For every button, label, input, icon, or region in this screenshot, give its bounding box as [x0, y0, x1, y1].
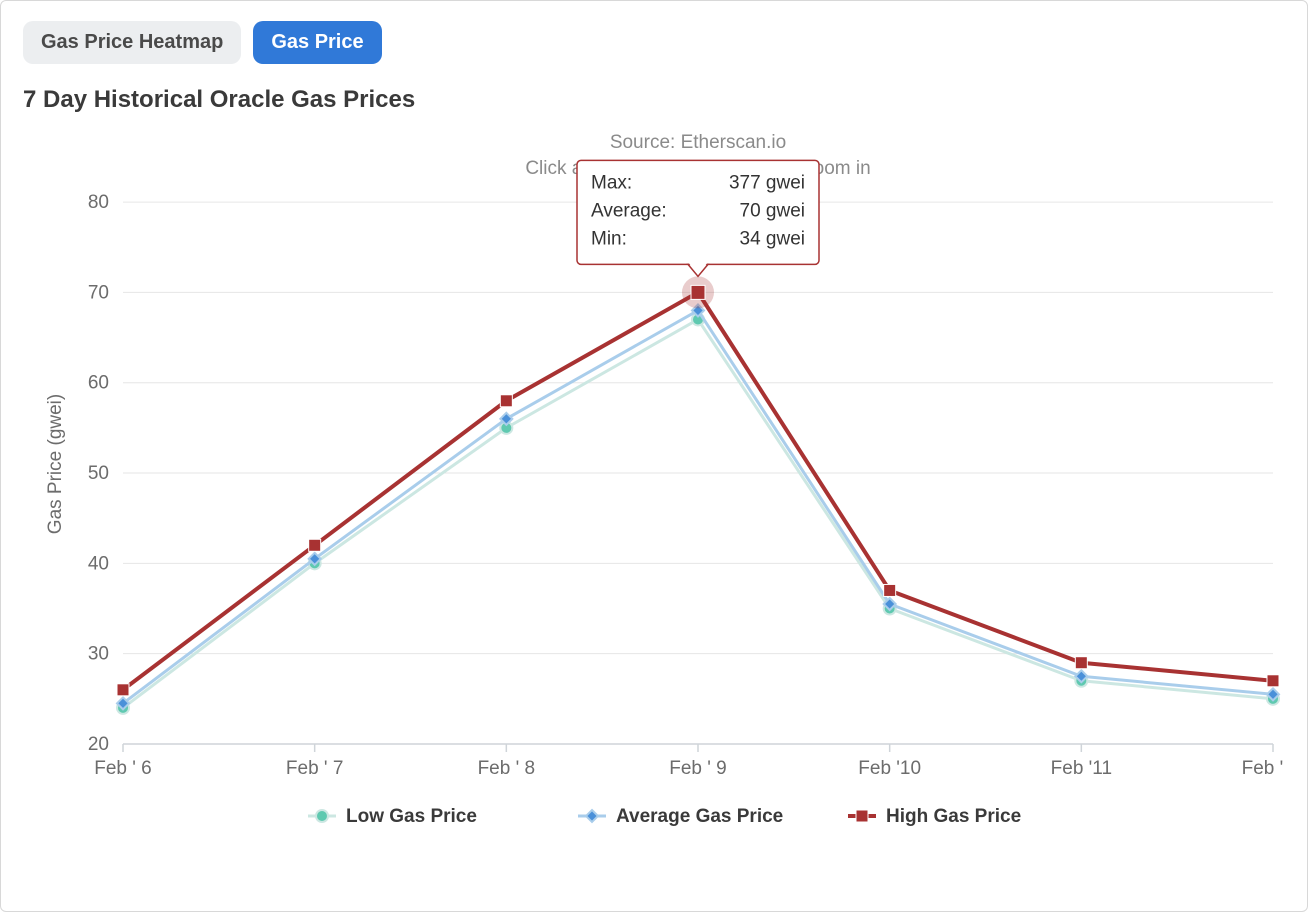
panel: Gas Price Heatmap Gas Price 7 Day Histor…	[0, 0, 1308, 912]
series-line-low	[123, 319, 1273, 707]
y-tick-label: 80	[88, 192, 109, 213]
x-tick-label: Feb ' 9	[669, 758, 727, 779]
y-tick-label: 50	[88, 463, 109, 484]
chart-area[interactable]: Source: Etherscan.ioClick and drag in th…	[23, 124, 1285, 844]
tooltip-row-label: Average:	[591, 200, 667, 221]
tab-gas-price[interactable]: Gas Price	[253, 21, 381, 64]
marker-high[interactable]	[309, 539, 321, 551]
marker-high[interactable]	[884, 584, 896, 596]
tab-gas-price-heatmap[interactable]: Gas Price Heatmap	[23, 21, 241, 64]
tooltip-row-value: 70 gwei	[740, 200, 806, 221]
marker-high[interactable]	[117, 684, 129, 696]
tooltip: Max: 377 gwei Average: 70 gwei Min: 34 gwei	[577, 160, 819, 276]
marker-high[interactable]	[500, 395, 512, 407]
legend-label[interactable]: High Gas Price	[886, 806, 1021, 827]
tooltip-row-value: 34 gwei	[740, 228, 806, 249]
legend-label[interactable]: Low Gas Price	[346, 806, 477, 827]
series-line-high	[123, 292, 1273, 689]
chart-subtitle-source: Source: Etherscan.io	[610, 132, 786, 153]
marker-high[interactable]	[1075, 657, 1087, 669]
y-tick-label: 70	[88, 282, 109, 303]
x-tick-label: Feb ' 7	[286, 758, 344, 779]
legend: Low Gas Price Average Gas Price High Gas P…	[308, 806, 1021, 827]
x-tick-label: Feb '10	[858, 758, 921, 779]
series-line-avg	[123, 310, 1273, 703]
x-tick-label: Feb '12	[1242, 758, 1283, 779]
y-tick-label: 40	[88, 553, 109, 574]
line-chart-svg: Source: Etherscan.ioClick and drag in th…	[23, 124, 1283, 844]
x-tick-label: Feb ' 8	[478, 758, 536, 779]
chart-title: 7 Day Historical Oracle Gas Prices	[23, 86, 1285, 114]
tooltip-row-value: 377 gwei	[729, 172, 805, 193]
x-tick-label: Feb '11	[1051, 758, 1112, 779]
x-tick-label: Feb ' 6	[94, 758, 152, 779]
marker-high[interactable]	[1267, 675, 1279, 687]
tooltip-row-label: Max:	[591, 172, 632, 193]
legend-label[interactable]: Average Gas Price	[616, 806, 783, 827]
y-tick-label: 20	[88, 734, 109, 755]
y-tick-label: 60	[88, 373, 109, 394]
marker-high-highlight[interactable]	[691, 285, 705, 299]
y-axis-title: Gas Price (gwei)	[45, 394, 66, 534]
y-tick-label: 30	[88, 644, 109, 665]
tooltip-row-label: Min:	[591, 228, 627, 249]
tab-bar: Gas Price Heatmap Gas Price	[23, 21, 1285, 64]
